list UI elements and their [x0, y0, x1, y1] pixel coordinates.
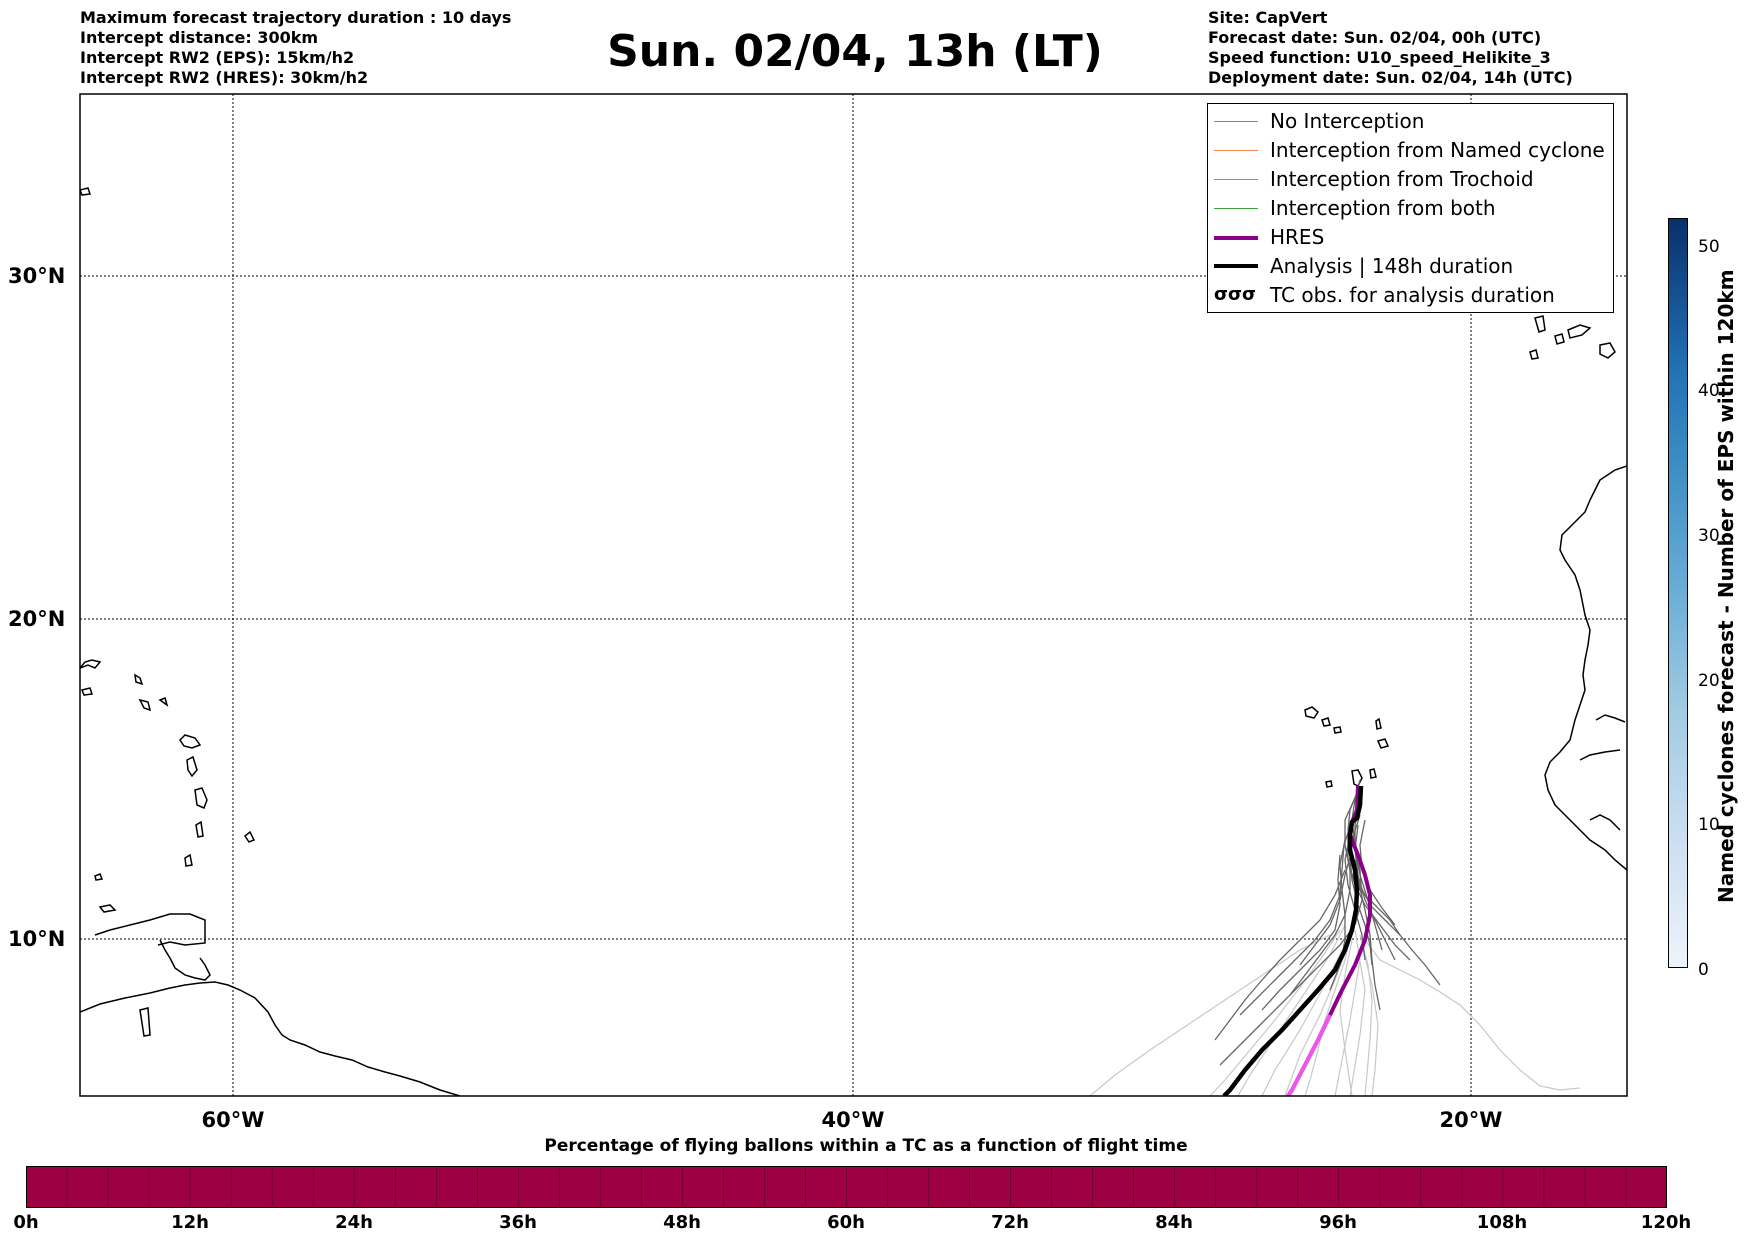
- flight-colorbar-tick: 48h: [663, 1212, 701, 1233]
- header-right-line: Site: CapVert: [1208, 8, 1328, 27]
- legend-label: Interception from both: [1270, 196, 1496, 220]
- legend-label: TC obs. for analysis duration: [1270, 283, 1555, 307]
- map-frame: [79, 93, 1628, 1097]
- legend-swatch: [1214, 236, 1258, 240]
- lat-label-20n: 20°N: [8, 607, 66, 631]
- colorbar-tick: 10: [1698, 815, 1720, 835]
- legend-label: Analysis | 148h duration: [1270, 254, 1514, 278]
- flight-colorbar-title: Percentage of flying ballons within a TC…: [544, 1136, 1188, 1156]
- flight-colorbar-tick: 0h: [13, 1212, 39, 1233]
- header-left-line: Intercept RW2 (HRES): 30km/h2: [80, 68, 369, 87]
- lon-label-20w: 20°W: [1439, 1108, 1503, 1132]
- colorbar-tick: 20: [1698, 671, 1720, 691]
- ensemble-trajectories-light: [1089, 924, 1581, 1096]
- lat-label-30n: 30°N: [8, 264, 66, 288]
- header-right-line: Speed function: U10_speed_Helikite_3: [1208, 48, 1551, 67]
- legend-item-named-cyclone: Interception from Named cyclone: [1208, 136, 1613, 165]
- header-right-line: Deployment date: Sun. 02/04, 14h (UTC): [1208, 68, 1573, 87]
- legend-label: No Interception: [1270, 109, 1425, 133]
- page-title: Sun. 02/04, 13h (LT): [607, 26, 1103, 77]
- flight-colorbar-tick: 24h: [335, 1212, 373, 1233]
- flight-colorbar-tick: 36h: [499, 1212, 537, 1233]
- analysis-trajectory: [1222, 785, 1364, 1096]
- legend-item-analysis: Analysis | 148h duration: [1208, 252, 1613, 281]
- colorbar-tick: 40: [1698, 381, 1720, 401]
- legend-item-no-interception: No Interception: [1208, 107, 1613, 136]
- legend-item-hres: HRES: [1208, 223, 1613, 252]
- header-left-line: Intercept distance: 300km: [80, 28, 319, 47]
- legend-swatch: [1214, 150, 1258, 151]
- flight-colorbar-tick: 12h: [171, 1212, 209, 1233]
- header-right-line: Forecast date: Sun. 02/04, 00h (UTC): [1208, 28, 1542, 47]
- header-info-left: Maximum forecast trajectory duration : 1…: [80, 8, 511, 88]
- lat-label-10n: 10°N: [8, 927, 66, 951]
- header-info-right: Site: CapVert Forecast date: Sun. 02/04,…: [1208, 8, 1573, 88]
- header-left-line: Maximum forecast trajectory duration : 1…: [80, 8, 512, 27]
- legend-label: HRES: [1270, 225, 1325, 249]
- flight-colorbar-tick: 108h: [1476, 1212, 1528, 1233]
- map-gridlines: [80, 94, 1627, 1096]
- lon-label-40w: 40°W: [821, 1108, 885, 1132]
- cyclone-colorbar-label: Named cyclones forecast - Number of EPS …: [1714, 269, 1738, 903]
- legend-swatch: [1214, 264, 1258, 268]
- flight-colorbar-tick: 60h: [827, 1212, 865, 1233]
- legend-item-both: Interception from both: [1208, 194, 1613, 223]
- legend-item-tc-obs: σσσ TC obs. for analysis duration: [1208, 281, 1613, 310]
- flight-colorbar-tick: 72h: [991, 1212, 1029, 1233]
- colorbar-tick: 50: [1698, 237, 1720, 257]
- legend-swatch: [1214, 179, 1258, 180]
- coastlines: [80, 187, 1627, 1096]
- hres-trajectory-late: [1286, 1014, 1332, 1096]
- flight-colorbar-tick: 84h: [1155, 1212, 1193, 1233]
- legend-swatch: [1214, 208, 1258, 209]
- tc-symbol-icon: σσσ: [1214, 284, 1257, 305]
- cyclone-colorbar: [1668, 218, 1688, 968]
- map-legend: No Interception Interception from Named …: [1207, 103, 1614, 313]
- flight-colorbar-minor-ticks: [66, 1166, 1627, 1208]
- legend-item-trochoid: Interception from Trochoid: [1208, 165, 1613, 194]
- legend-swatch: [1214, 121, 1258, 122]
- legend-label: Interception from Named cyclone: [1270, 138, 1605, 162]
- flight-colorbar-tick: 120h: [1640, 1212, 1692, 1233]
- colorbar-tick: 0: [1698, 960, 1709, 980]
- header-left-line: Intercept RW2 (EPS): 15km/h2: [80, 48, 355, 67]
- lon-label-60w: 60°W: [201, 1108, 265, 1132]
- flight-colorbar-tick: 96h: [1319, 1212, 1357, 1233]
- colorbar-tick: 30: [1698, 526, 1720, 546]
- legend-label: Interception from Trochoid: [1270, 167, 1534, 191]
